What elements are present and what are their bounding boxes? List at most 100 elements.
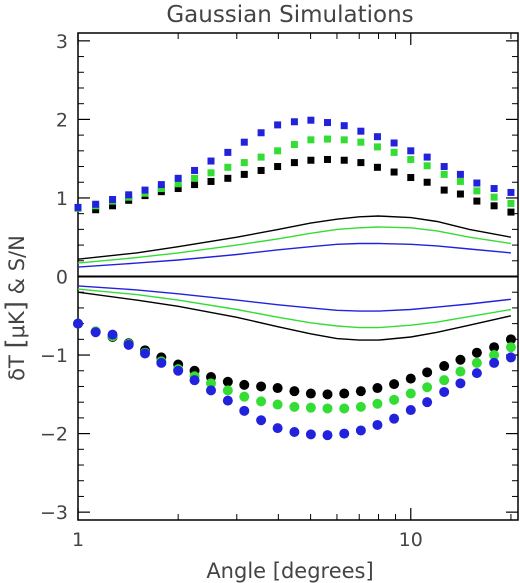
plot-area: −3 −2 −1 0 1 2 3 1 10 [40, 31, 519, 551]
x-tick-label: 1 [72, 529, 84, 551]
circle-point-blue [405, 405, 416, 416]
line-series-green [77, 288, 512, 329]
square-point-black [92, 206, 100, 214]
square-point-blue [92, 200, 100, 208]
square-point-blue [423, 153, 431, 161]
circle-point-blue [455, 378, 466, 389]
circle-point-green [405, 388, 416, 399]
circle-point-green [439, 375, 450, 386]
square-point-black [109, 202, 117, 210]
circle-point-green [289, 401, 300, 412]
circle-point-green [339, 403, 350, 414]
circle-point-blue [339, 428, 350, 439]
circle-point-black [455, 354, 466, 365]
square-point-black [423, 178, 431, 186]
circle-point-green [305, 402, 316, 413]
circle-point-blue [173, 365, 184, 376]
square-point-green [274, 147, 282, 155]
circle-point-blue [439, 386, 450, 397]
y-tick-label: 2 [56, 109, 68, 131]
circle-point-green [422, 382, 433, 393]
square-point-black [274, 163, 282, 171]
square-point-green [174, 180, 182, 188]
square-point-black [373, 163, 381, 171]
circle-point-green [206, 378, 217, 389]
circle-point-black [322, 389, 333, 400]
circle-point-blue [189, 375, 200, 386]
circle-point-blue [289, 427, 300, 438]
circle-point-blue [372, 419, 383, 430]
circle-point-green [222, 385, 233, 396]
square-point-blue [473, 179, 481, 187]
square-point-black [224, 174, 232, 182]
square-point-green [407, 155, 415, 163]
circle-point-black [489, 342, 500, 353]
square-point-blue [390, 139, 398, 147]
x-axis-label: Angle [degrees] [206, 559, 373, 583]
circle-point-black [222, 376, 233, 387]
square-point-blue [340, 122, 348, 130]
circle-point-green [272, 399, 283, 410]
y-axis-label-bracket-close: ] [1, 301, 31, 311]
y-axis-label-unit: μK [5, 310, 29, 338]
square-point-black [390, 168, 398, 176]
square-point-black [357, 159, 365, 167]
circle-point-black [305, 388, 316, 399]
square-point-black [257, 166, 265, 174]
square-point-black [340, 156, 348, 164]
square-point-blue [323, 119, 331, 127]
square-point-green [257, 153, 265, 161]
circle-point-blue [422, 397, 433, 408]
circle-point-black [405, 373, 416, 384]
circle-point-blue [305, 429, 316, 440]
square-point-blue [440, 163, 448, 171]
circle-point-blue [471, 368, 482, 379]
line-series-black [77, 215, 512, 260]
square-point-green [490, 193, 498, 201]
y-tick-label: −1 [40, 345, 68, 367]
square-point-blue [407, 147, 415, 155]
square-point-black [207, 177, 215, 185]
square-point-green [340, 136, 348, 144]
circle-point-black [272, 383, 283, 394]
circle-point-blue [123, 339, 134, 350]
square-point-green [207, 169, 215, 177]
circle-point-black [389, 379, 400, 390]
square-point-green [390, 148, 398, 156]
square-point-blue [174, 174, 182, 182]
circle-point-green [355, 401, 366, 412]
square-point-blue [109, 196, 117, 204]
square-point-blue [456, 170, 464, 178]
square-point-green [423, 162, 431, 170]
square-point-green [440, 170, 448, 178]
square-point-green [240, 159, 248, 167]
circle-point-blue [206, 385, 217, 396]
circle-point-green [505, 342, 516, 353]
circle-point-blue [140, 348, 151, 359]
square-point-black [407, 174, 415, 182]
circle-point-green [256, 396, 267, 407]
circle-point-green [389, 394, 400, 405]
square-point-blue [125, 191, 133, 199]
square-point-black [174, 185, 182, 193]
y-tick-label: −2 [40, 424, 68, 446]
circle-point-black [289, 386, 300, 397]
square-point-blue [240, 138, 248, 146]
circle-point-blue [355, 425, 366, 436]
y-tick-label: 0 [56, 267, 68, 289]
line-series-blue [77, 285, 511, 312]
square-point-blue [257, 129, 265, 137]
circle-point-blue [256, 415, 267, 426]
circle-point-blue [489, 357, 500, 368]
circle-point-green [239, 391, 250, 402]
circle-point-blue [322, 430, 333, 441]
square-point-green [456, 177, 464, 185]
square-point-black [191, 181, 199, 189]
square-point-green [290, 141, 298, 149]
line-series-blue [77, 242, 511, 268]
line-series-green [77, 226, 512, 264]
circle-point-blue [239, 405, 250, 416]
circle-point-green [489, 350, 500, 361]
square-point-blue [207, 157, 215, 165]
